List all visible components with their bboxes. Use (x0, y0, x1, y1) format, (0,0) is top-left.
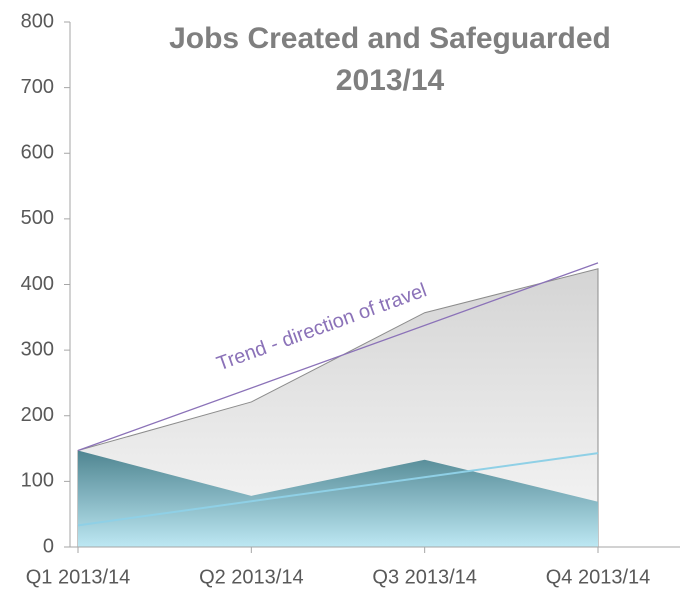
chart-title: 2013/14 (336, 64, 445, 97)
y-tick-label: 200 (21, 404, 54, 426)
y-tick-label: 800 (21, 10, 54, 32)
trend-line (77, 262, 599, 452)
x-tick-label: Q2 2013/14 (199, 566, 304, 588)
y-tick-label: 700 (21, 76, 54, 98)
area (78, 450, 598, 547)
chart-title: Jobs Created and Safeguarded (169, 22, 611, 55)
x-tick-label: Q1 2013/14 (26, 566, 131, 588)
x-tick-label: Q3 2013/14 (372, 566, 477, 588)
y-tick-label: 100 (21, 470, 54, 492)
y-tick-label: 500 (21, 207, 54, 229)
y-tick-label: 0 (43, 535, 54, 557)
x-tick-label: Q4 2013/14 (546, 566, 651, 588)
y-tick-label: 600 (21, 142, 54, 164)
y-tick-label: 300 (21, 338, 54, 360)
trend-line (77, 452, 599, 527)
y-tick-label: 400 (21, 273, 54, 295)
